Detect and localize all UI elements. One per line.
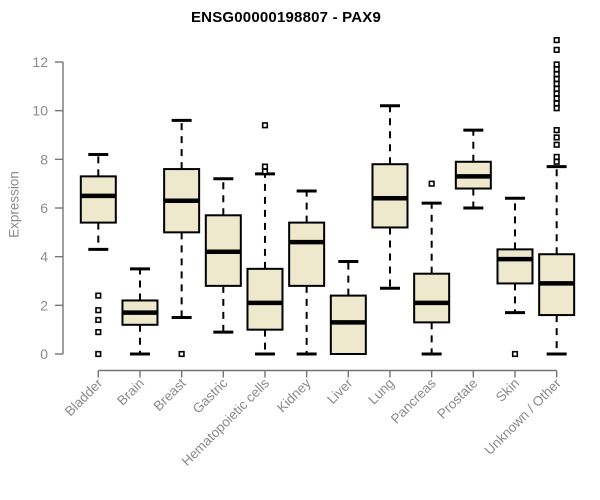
iqr-box: [79, 175, 117, 224]
outlier-point: [553, 141, 560, 148]
outlier-point: [95, 307, 102, 314]
outlier-point: [95, 292, 102, 299]
outlier-point: [553, 61, 560, 68]
outlier-point: [95, 316, 102, 324]
y-tick-label: 12: [32, 54, 48, 70]
outlier-point: [553, 80, 560, 88]
outlier-point: [553, 85, 560, 92]
outlier-point: [553, 153, 560, 161]
boxplot-liver: [329, 260, 367, 355]
chart-title: ENSG00000198807 - PAX9: [190, 9, 382, 26]
outlier-point: [553, 75, 560, 83]
outlier-point: [261, 163, 269, 170]
iqr-box: [246, 267, 284, 331]
outlier-point: [553, 46, 560, 53]
iqr-box: [413, 272, 451, 324]
outlier-point: [553, 95, 560, 102]
boxplot-unknown-other: [538, 37, 576, 356]
x-tick-label: Breast: [151, 375, 189, 413]
x-tick-label: Lung: [365, 376, 397, 408]
boxplot-bladder: [79, 152, 117, 358]
outlier-point: [553, 158, 560, 165]
y-tick-label: 10: [32, 103, 48, 119]
x-tick-label: Brain: [114, 376, 147, 409]
outlier-point: [553, 134, 560, 141]
outlier-point: [95, 350, 102, 358]
y-axis-label: Expression: [6, 171, 22, 238]
y-tick-label: 4: [40, 249, 48, 265]
outlier-point: [553, 100, 560, 107]
boxplot-brain: [121, 267, 159, 356]
outlier-point: [553, 71, 560, 78]
x-tick-label: Bladder: [62, 375, 106, 419]
outlier-point: [428, 180, 435, 187]
outlier-point: [553, 66, 560, 73]
x-tick-label: Prostate: [434, 376, 480, 422]
x-tick-label: Gastric: [190, 375, 231, 416]
outlier-point: [261, 168, 269, 175]
outlier-point: [261, 122, 269, 129]
outlier-point: [95, 329, 102, 336]
boxplot-kidney: [288, 189, 326, 356]
outlier-point: [511, 350, 519, 358]
y-tick-label: 0: [40, 346, 48, 362]
y-tick-label: 6: [40, 200, 48, 216]
outlier-point: [553, 105, 560, 112]
boxplot-breast: [163, 118, 201, 358]
y-tick-label: 2: [40, 297, 48, 313]
iqr-box: [288, 221, 326, 287]
iqr-box: [329, 294, 367, 355]
boxplot-prostate: [454, 128, 492, 210]
x-tick-label: Liver: [324, 375, 356, 407]
outlier-point: [553, 127, 560, 134]
y-tick-label: 8: [40, 151, 48, 167]
iqr-box: [496, 248, 534, 285]
boxplot-hematopoietic-cells: [246, 122, 284, 356]
iqr-box: [371, 163, 409, 229]
boxplot-gastric: [204, 177, 242, 334]
x-tick-label: Unknown / Other: [482, 375, 565, 458]
x-tick-label: Skin: [493, 376, 522, 405]
boxplot-skin: [496, 196, 534, 358]
outlier-point: [553, 37, 560, 44]
outlier-point: [553, 90, 560, 97]
boxplot-pancreas: [413, 180, 451, 356]
outlier-point: [178, 350, 185, 358]
x-tick-label: Kidney: [274, 375, 314, 415]
boxplot-lung: [371, 104, 409, 290]
x-tick-label: Pancreas: [388, 375, 439, 426]
